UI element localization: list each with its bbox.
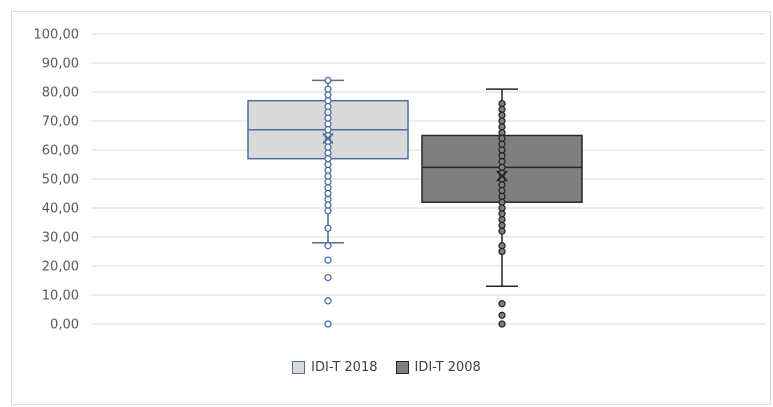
legend: IDI-T 2018 IDI-T 2008 — [0, 360, 773, 375]
data-point — [324, 143, 332, 151]
data-point — [498, 157, 506, 166]
data-point — [498, 192, 506, 201]
y-tick-label: 50,00 — [42, 173, 79, 188]
mean-marker — [496, 170, 508, 182]
data-point — [324, 120, 332, 128]
data-point — [498, 128, 506, 137]
y-tick-label: 30,00 — [42, 231, 79, 246]
data-point — [324, 172, 332, 180]
data-point — [498, 134, 506, 143]
y-tick-label: 60,00 — [42, 144, 79, 159]
data-point — [498, 146, 506, 154]
data-point — [324, 126, 332, 134]
data-point — [324, 320, 332, 328]
y-tick-label: 90,00 — [42, 57, 79, 72]
boxes — [247, 76, 583, 328]
data-point — [324, 85, 332, 93]
data-point — [498, 105, 506, 114]
data-point — [498, 242, 506, 250]
data-point — [324, 242, 332, 250]
data-point — [498, 215, 506, 224]
data-point — [324, 166, 332, 174]
y-tick-label: 100,00 — [34, 28, 80, 43]
data-point — [324, 184, 332, 192]
y-tick-label: 70,00 — [42, 115, 79, 130]
data-point — [324, 91, 332, 99]
mean-marker — [322, 132, 334, 145]
data-point — [324, 178, 332, 186]
data-point — [498, 186, 506, 195]
data-point — [498, 221, 506, 230]
data-point — [324, 224, 332, 232]
data-point — [498, 210, 506, 218]
boxplot-chart: 0,00 10,00 20,00 30,00 40,00 50,00 60,00 70,00 8… — [34, 28, 765, 333]
y-tick-label: 0,00 — [50, 318, 79, 333]
legend-swatch-2008 — [395, 361, 409, 374]
data-point — [498, 163, 506, 172]
data-point — [324, 201, 332, 209]
data-point — [498, 320, 506, 328]
data-point — [498, 311, 506, 319]
data-point — [324, 273, 332, 282]
data-point — [324, 108, 332, 116]
data-point — [498, 300, 506, 308]
legend-swatch-2018 — [292, 361, 306, 374]
y-tick-label: 10,00 — [42, 289, 79, 304]
data-point — [498, 204, 506, 212]
data-point — [498, 152, 506, 160]
box-series-0 — [247, 76, 409, 328]
y-tick-label: 40,00 — [42, 202, 79, 217]
y-axis: 0,00 10,00 20,00 30,00 40,00 50,00 60,00 70,00 8… — [34, 28, 80, 333]
data-point — [498, 140, 506, 148]
data-point — [498, 111, 506, 119]
legend-label-2018: IDI-T 2018 — [311, 360, 378, 375]
data-point — [324, 76, 332, 85]
y-tick-label: 20,00 — [42, 260, 79, 275]
data-point — [324, 195, 332, 203]
legend-item-2018: IDI-T 2018 — [292, 360, 378, 375]
data-point — [498, 247, 506, 256]
legend-item-2008: IDI-T 2008 — [395, 360, 481, 375]
box-series-1 — [421, 88, 583, 328]
y-tick-label: 80,00 — [42, 86, 79, 101]
legend-label-2008: IDI-T 2008 — [414, 360, 481, 375]
data-point — [324, 189, 332, 198]
data-point — [498, 181, 506, 189]
data-point — [498, 227, 506, 235]
data-point — [324, 297, 332, 305]
data-point — [324, 256, 332, 264]
data-point — [324, 97, 332, 105]
data-point — [324, 160, 332, 169]
data-point — [324, 149, 332, 157]
data-point — [498, 99, 506, 108]
data-point — [324, 114, 332, 122]
chart-frame — [11, 11, 771, 405]
data-point — [324, 155, 332, 163]
data-point — [498, 198, 506, 206]
data-point — [498, 117, 506, 125]
data-point — [324, 207, 332, 215]
data-point — [324, 102, 332, 111]
gridlines — [92, 33, 765, 325]
data-point — [498, 123, 506, 131]
